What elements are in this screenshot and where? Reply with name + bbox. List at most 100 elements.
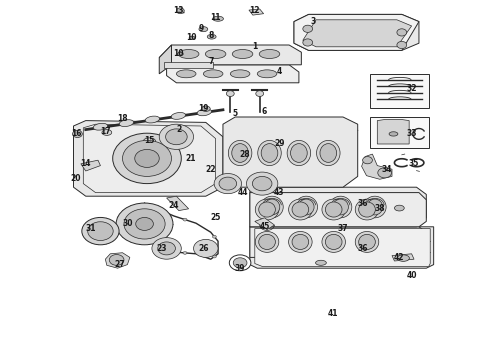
Text: 3: 3: [311, 17, 316, 26]
Text: 36: 36: [357, 244, 368, 253]
Circle shape: [363, 157, 372, 164]
Polygon shape: [105, 253, 130, 268]
Circle shape: [158, 242, 175, 255]
Text: 5: 5: [233, 109, 238, 118]
Ellipse shape: [355, 231, 379, 252]
Text: 42: 42: [394, 253, 405, 262]
Text: 31: 31: [85, 224, 96, 233]
Ellipse shape: [197, 109, 212, 116]
Polygon shape: [250, 227, 426, 257]
Text: 13: 13: [173, 6, 184, 15]
Text: 29: 29: [274, 139, 285, 148]
Circle shape: [149, 235, 153, 238]
Ellipse shape: [292, 234, 309, 249]
Bar: [164, 62, 213, 68]
Circle shape: [213, 235, 217, 238]
Ellipse shape: [325, 202, 342, 217]
Circle shape: [303, 25, 313, 32]
Text: 27: 27: [115, 260, 125, 269]
Ellipse shape: [264, 199, 280, 215]
Ellipse shape: [178, 49, 199, 58]
Text: 23: 23: [156, 244, 167, 253]
Ellipse shape: [259, 49, 280, 58]
Circle shape: [152, 238, 181, 259]
Polygon shape: [303, 20, 412, 47]
Text: 20: 20: [71, 174, 81, 183]
Circle shape: [183, 251, 187, 254]
Circle shape: [149, 204, 153, 207]
Text: 28: 28: [240, 150, 250, 159]
Circle shape: [166, 129, 187, 145]
Ellipse shape: [213, 16, 223, 21]
Ellipse shape: [145, 116, 160, 123]
Polygon shape: [255, 218, 274, 230]
Circle shape: [397, 41, 407, 49]
Ellipse shape: [292, 202, 309, 217]
Polygon shape: [223, 117, 358, 187]
Polygon shape: [294, 14, 419, 50]
Circle shape: [122, 140, 172, 176]
Text: 34: 34: [382, 165, 392, 174]
Text: 17: 17: [100, 127, 111, 136]
Ellipse shape: [199, 27, 208, 32]
Bar: [370, 74, 429, 108]
Circle shape: [252, 176, 272, 191]
Polygon shape: [392, 254, 414, 261]
Text: 16: 16: [71, 129, 81, 138]
Text: 14: 14: [80, 159, 91, 168]
Polygon shape: [294, 14, 419, 50]
Text: 2: 2: [176, 125, 181, 134]
Text: 26: 26: [198, 244, 209, 253]
Text: 30: 30: [122, 219, 133, 228]
Ellipse shape: [394, 205, 404, 211]
Text: 6: 6: [262, 107, 267, 116]
Ellipse shape: [201, 106, 210, 112]
Circle shape: [136, 217, 153, 230]
Ellipse shape: [205, 49, 226, 58]
Ellipse shape: [119, 120, 134, 127]
Ellipse shape: [359, 202, 375, 217]
Text: 45: 45: [259, 222, 270, 231]
Ellipse shape: [177, 52, 183, 55]
Text: 11: 11: [210, 13, 221, 22]
Ellipse shape: [255, 231, 279, 252]
Text: 38: 38: [374, 204, 385, 213]
Text: 24: 24: [169, 201, 179, 210]
Circle shape: [82, 217, 119, 245]
Ellipse shape: [322, 199, 345, 220]
Text: 41: 41: [328, 309, 339, 318]
Text: 19: 19: [198, 104, 209, 112]
Ellipse shape: [230, 70, 250, 78]
Text: 10: 10: [173, 49, 184, 58]
Text: 8: 8: [208, 31, 213, 40]
Circle shape: [124, 209, 165, 239]
Text: 37: 37: [338, 224, 348, 233]
Circle shape: [246, 172, 278, 195]
Circle shape: [109, 255, 124, 265]
Circle shape: [88, 222, 113, 240]
Text: 44: 44: [237, 188, 248, 197]
Ellipse shape: [232, 49, 253, 58]
Ellipse shape: [257, 70, 277, 78]
Ellipse shape: [203, 70, 223, 78]
Polygon shape: [250, 187, 426, 227]
Ellipse shape: [289, 199, 312, 220]
Ellipse shape: [291, 144, 307, 162]
Circle shape: [233, 258, 247, 268]
Circle shape: [214, 174, 242, 194]
Circle shape: [219, 177, 237, 190]
Circle shape: [213, 255, 217, 258]
Text: 35: 35: [409, 159, 419, 168]
Polygon shape: [81, 160, 100, 171]
Ellipse shape: [287, 140, 311, 166]
Text: 9: 9: [198, 24, 203, 33]
Circle shape: [73, 130, 82, 138]
Ellipse shape: [364, 196, 386, 218]
Ellipse shape: [320, 144, 337, 162]
Ellipse shape: [359, 234, 375, 249]
Ellipse shape: [258, 140, 281, 166]
Ellipse shape: [232, 144, 248, 162]
Polygon shape: [167, 65, 299, 83]
Ellipse shape: [289, 231, 312, 252]
Ellipse shape: [261, 196, 283, 218]
